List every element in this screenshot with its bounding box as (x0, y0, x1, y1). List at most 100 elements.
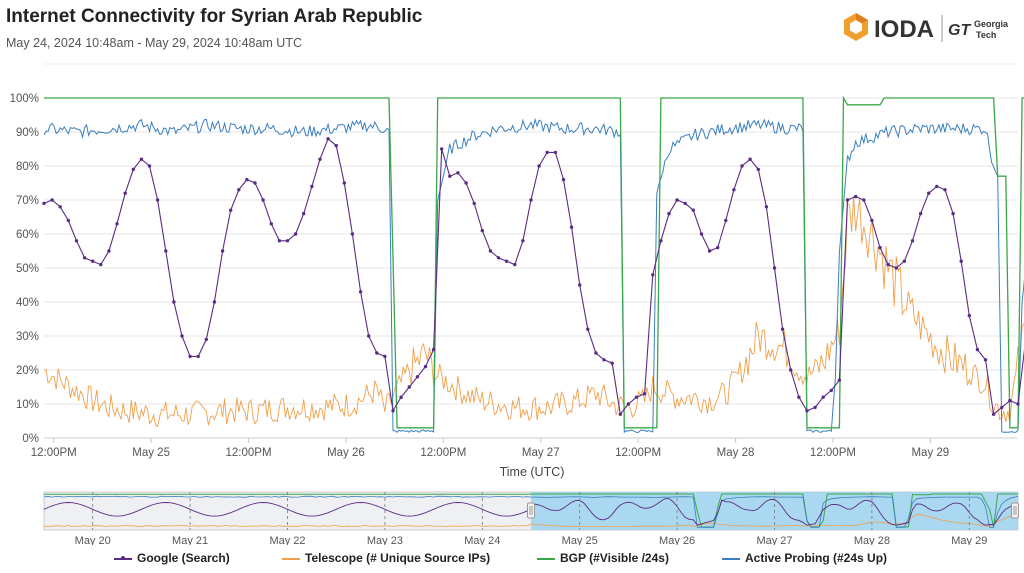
google-search-point (699, 232, 704, 236)
x-axis: 12:00PM May 25 12:00PM May 26 12:00PM May 27 1… (31, 437, 1018, 459)
navigator-tick-label: May 23 (367, 535, 403, 545)
legend-item-bgp[interactable]: BGP (#Visible /24s) (537, 551, 669, 565)
google-search-point (115, 222, 119, 226)
google-search-point (829, 388, 833, 393)
google-search-point (440, 147, 444, 151)
navigator-right-handle[interactable] (1011, 502, 1019, 519)
y-tick-label: 30% (16, 331, 39, 343)
google-search-point (456, 171, 460, 175)
google-search-point (293, 232, 298, 236)
google-search-point (220, 249, 225, 253)
google-search-point (464, 181, 468, 185)
google-search-point (578, 283, 582, 287)
google-search-point (748, 157, 752, 161)
google-search-point (521, 239, 525, 243)
google-search-point (651, 273, 655, 277)
google-search-point (164, 249, 168, 253)
google-search-point (967, 313, 971, 318)
x-tick-label: 12:00PM (810, 447, 856, 459)
navigator-tick-label: May 24 (464, 535, 500, 545)
google-search-point (740, 164, 744, 168)
legend-item-google[interactable]: Google (Search) (114, 551, 230, 565)
legend-swatch-probing (722, 553, 740, 563)
google-search-point (732, 188, 736, 192)
time-navigator[interactable]: May 20 May 21 May 22 May 23 May 24 May 25 May … (43, 491, 1019, 545)
y-tick-label: 80% (16, 161, 39, 173)
y-tick-label: 90% (16, 127, 39, 139)
ioda-hexagon-icon (844, 13, 868, 41)
google-search-point (675, 198, 679, 202)
google-search-point (131, 167, 135, 172)
chart-legend: Google (Search) Telescope (# Unique Sourc… (0, 551, 1024, 571)
google-search-point (383, 354, 387, 359)
google-search-point (42, 201, 46, 206)
google-search-point (854, 194, 858, 199)
google-search-point (342, 181, 346, 185)
y-axis: 0% 10% 20% 30% 40% 50% 60% 70% 80% 90% 100% (10, 93, 39, 445)
google-search-point (902, 259, 907, 263)
google-search-point (553, 150, 558, 155)
google-search-point (229, 208, 233, 212)
y-tick-label: 10% (16, 399, 39, 411)
active-probing-line (43, 117, 1024, 434)
google-search-point (797, 395, 801, 399)
google-search-point (407, 385, 411, 389)
chart-grid (44, 63, 1018, 439)
google-search-point (634, 395, 639, 399)
legend-label: BGP (#Visible /24s) (560, 551, 669, 565)
google-search-point (172, 300, 176, 304)
google-search-point (805, 409, 809, 413)
google-search-point (188, 354, 192, 359)
google-search-point (935, 184, 939, 189)
google-search-point (350, 232, 355, 236)
x-tick-label: May 29 (911, 447, 949, 459)
gt-monogram: GT (948, 22, 971, 39)
google-search-point (667, 211, 671, 216)
google-search-point (180, 334, 184, 338)
google-search-point (683, 201, 687, 206)
google-search-point (496, 256, 501, 260)
google-search-point (302, 211, 306, 216)
x-tick-label: 12:00PM (31, 447, 77, 459)
google-search-point (1008, 398, 1012, 403)
google-search-point (480, 228, 484, 233)
google-search-point (237, 188, 241, 192)
google-search-point (764, 205, 769, 209)
google-search-line (43, 137, 1024, 416)
ioda-georgia-tech-logo: IODA GT Georgia Tech (844, 13, 1009, 43)
google-search-point (626, 402, 631, 406)
navigator-tick-label: May 22 (269, 535, 305, 545)
google-search-point (488, 249, 493, 253)
legend-item-probing[interactable]: Active Probing (#24s Up) (722, 551, 887, 565)
y-tick-label: 40% (16, 297, 39, 309)
google-search-point (943, 188, 947, 192)
navigator-tick-label: May 20 (75, 535, 111, 545)
x-tick-label: 12:00PM (226, 447, 272, 459)
google-search-point (212, 300, 217, 304)
google-search-point (423, 364, 428, 369)
legend-label: Telescope (# Unique Source IPs) (305, 551, 491, 565)
navigator-left-handle[interactable] (527, 502, 535, 519)
google-search-point (837, 378, 842, 382)
google-search-point (894, 266, 898, 270)
legend-item-telescope[interactable]: Telescope (# Unique Source IPs) (282, 551, 490, 565)
google-search-point (58, 205, 62, 209)
y-tick-label: 70% (16, 195, 39, 207)
google-search-point (724, 218, 728, 223)
x-tick-label: May 25 (132, 447, 170, 459)
connectivity-chart[interactable]: 0% 10% 20% 30% 40% 50% 60% 70% 80% 90% 100% 12:00P… (0, 0, 1024, 545)
google-search-point (910, 239, 915, 243)
navigator-probing-line (43, 495, 1019, 528)
google-search-point (1016, 402, 1020, 406)
google-search-point (107, 249, 111, 253)
google-search-point (358, 290, 363, 294)
x-tick-label: 12:00PM (420, 447, 466, 459)
google-search-point (983, 358, 988, 362)
google-search-point (375, 351, 379, 355)
google-search-point (756, 167, 760, 172)
google-search-point (391, 409, 395, 413)
google-search-point (155, 198, 160, 202)
google-search-point (886, 262, 890, 267)
google-search-point (813, 405, 817, 410)
y-tick-label: 50% (16, 263, 39, 275)
